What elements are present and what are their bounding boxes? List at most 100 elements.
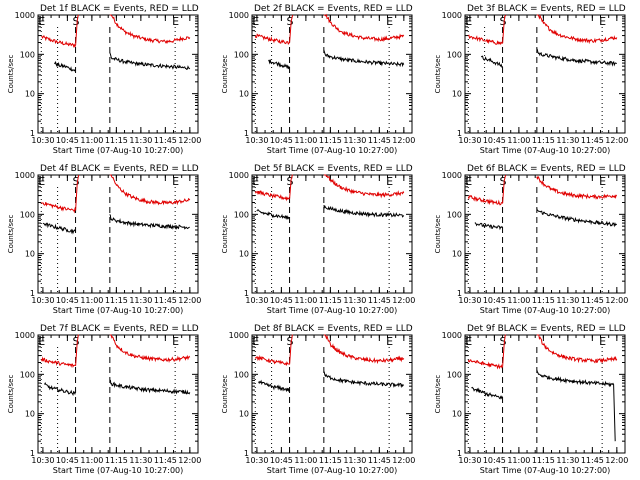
- chart-2-x-tick-label: 10:45: [270, 136, 293, 145]
- chart-6-y-axis-label: Counts/sec: [434, 215, 442, 254]
- chart-3-series-lld-segment-3: [536, 14, 618, 45]
- chart-4-series-events-segment-1: [42, 222, 77, 235]
- chart-4-series-lld-segment-1: [40, 201, 77, 214]
- chart-5-x-tick-label: 11:00: [294, 296, 317, 305]
- chart-6-x-tick-label: 11:30: [556, 296, 579, 305]
- chart-2-y-tick-label: 1000: [229, 11, 249, 20]
- chart-9-x-tick-label: 11:30: [556, 456, 579, 465]
- chart-8-series-lld-segment-2: [289, 334, 293, 365]
- chart-4-title: Det 4f BLACK = Events, RED = LLD: [40, 164, 199, 174]
- chart-7-y-tick-label: 100: [20, 370, 35, 379]
- chart-2-series-lld-segment-3: [323, 13, 405, 43]
- chart-5-y-tick-label: 10: [239, 250, 249, 259]
- chart-7-marker-label: E: [172, 335, 179, 348]
- chart-2-y-tick-label: 1: [244, 129, 249, 138]
- chart-1-series-lld-segment-2: [75, 14, 80, 46]
- chart-3-series-lld-segment-1: [467, 34, 503, 46]
- chart-6-x-tick-label: 10:30: [458, 296, 481, 305]
- chart-4-marker-label: E: [172, 175, 179, 188]
- chart-1-marker-label: S: [73, 15, 80, 28]
- chart-8-x-tick-label: 10:30: [245, 456, 268, 465]
- chart-9-series-lld-segment-1: [467, 359, 503, 370]
- chart-8-series-lld-segment-1: [254, 354, 290, 366]
- chart-8-series-lld-segment-3: [323, 334, 405, 365]
- chart-8-x-tick-label: 11:00: [294, 456, 317, 465]
- chart-9-y-axis-label: Counts/sec: [434, 375, 442, 414]
- chart-3-y-tick-label: 1: [457, 129, 462, 138]
- chart-5-x-tick-label: 10:45: [270, 296, 293, 305]
- chart-1-x-tick-label: 10:45: [56, 136, 79, 145]
- chart-1-y-tick-label: 1: [30, 129, 35, 138]
- chart-7-x-tick-label: 11:30: [129, 456, 152, 465]
- chart-4-y-tick-label: 1000: [15, 171, 35, 180]
- chart-5-series-lld-segment-3: [323, 174, 405, 199]
- chart-7-marker-label: E: [38, 335, 45, 348]
- chart-7-x-tick-label: 10:30: [31, 456, 54, 465]
- chart-1-marker-label: E: [38, 15, 45, 28]
- chart-4-marker-label: E: [38, 175, 45, 188]
- chart-6-series-lld-segment-2: [502, 174, 507, 204]
- chart-6-series-lld-segment-1: [467, 194, 503, 206]
- chart-9-x-tick-label: 11:15: [532, 456, 555, 465]
- chart-8-x-tick-label: 11:30: [343, 456, 366, 465]
- chart-3-marker-label: S: [500, 15, 507, 28]
- chart-1-x-tick-label: 12:00: [178, 136, 201, 145]
- chart-2-series-lld-segment-2: [289, 14, 294, 43]
- chart-4-x-tick-label: 10:30: [31, 296, 54, 305]
- chart-7-y-tick-label: 1: [30, 449, 35, 458]
- chart-7-series-lld-segment-1: [40, 356, 76, 368]
- chart-1-title: Det 1f BLACK = Events, RED = LLD: [40, 4, 199, 14]
- chart-1-x-tick-label: 11:15: [105, 136, 128, 145]
- chart-7-y-axis-label: Counts/sec: [7, 375, 15, 414]
- chart-4-y-tick-label: 100: [20, 210, 35, 219]
- chart-7-series-lld-segment-3: [109, 334, 191, 363]
- chart-4: Det 4f BLACK = Events, RED = LLD 1 10 100 10…: [7, 164, 201, 315]
- chart-5-y-tick-label: 100: [234, 210, 249, 219]
- chart-3-x-axis-label: Start Time (07-Aug-10 10:27:00): [480, 146, 611, 155]
- chart-8-marker-label: E: [252, 335, 259, 348]
- chart-4-series-lld-segment-3: [109, 174, 191, 206]
- chart-7-series-events-segment-1: [44, 381, 76, 397]
- chart-6-y-tick-label: 10: [452, 250, 462, 259]
- chart-4-y-axis-label: Counts/sec: [7, 215, 15, 254]
- chart-3-y-axis-label: Counts/sec: [434, 55, 442, 94]
- chart-5-x-tick-label: 10:30: [245, 296, 268, 305]
- chart-3-title: Det 3f BLACK = Events, RED = LLD: [467, 4, 626, 14]
- chart-9-x-tick-label: 11:00: [507, 456, 530, 465]
- chart-5-y-tick-label: 1000: [229, 171, 249, 180]
- chart-6-marker-label: E: [465, 175, 472, 188]
- chart-2-series-events-segment-2: [323, 49, 405, 68]
- chart-4-series-lld-segment-2: [75, 174, 80, 211]
- chart-6-y-tick-label: 1000: [442, 171, 462, 180]
- chart-1: Det 1f BLACK = Events, RED = LLD 1 10 100 10…: [7, 4, 201, 155]
- chart-1-y-axis-label: Counts/sec: [7, 55, 15, 94]
- chart-8-series-events-segment-2: [323, 371, 404, 389]
- chart-6-title: Det 6f BLACK = Events, RED = LLD: [467, 164, 626, 174]
- chart-5-series-events-segment-1: [256, 209, 290, 220]
- chart-5-marker-label: S: [287, 175, 294, 188]
- chart-5-y-axis-label: Counts/sec: [221, 215, 229, 254]
- chart-1-x-tick-label: 11:00: [80, 136, 103, 145]
- chart-4-series-events-segment-2: [109, 214, 190, 230]
- chart-5-x-tick-label: 11:30: [343, 296, 366, 305]
- chart-7-x-axis-label: Start Time (07-Aug-10 10:27:00): [53, 466, 184, 475]
- chart-1-series-events-segment-2: [109, 52, 191, 71]
- chart-9-marker-label: E: [465, 335, 472, 348]
- chart-3-y-tick-label: 10: [452, 90, 462, 99]
- chart-9-x-tick-label: 12:00: [605, 456, 628, 465]
- chart-9-title: Det 9f BLACK = Events, RED = LLD: [467, 324, 626, 334]
- chart-9-series-events-segment-1: [471, 386, 504, 400]
- chart-7-series-lld-segment-2: [75, 334, 79, 366]
- chart-1-y-tick-label: 100: [20, 50, 35, 59]
- chart-9-x-axis-label: Start Time (07-Aug-10 10:27:00): [480, 466, 611, 475]
- chart-4-y-tick-label: 10: [25, 250, 35, 259]
- chart-4-x-tick-label: 11:15: [105, 296, 128, 305]
- chart-3-series-events-segment-1: [480, 55, 503, 68]
- chart-9-y-tick-label: 10: [452, 410, 462, 419]
- chart-1-y-tick-label: 1000: [15, 11, 35, 20]
- chart-8-y-tick-label: 1000: [229, 331, 249, 340]
- chart-9-plot-frame: [464, 334, 626, 454]
- chart-3-y-tick-label: 1000: [442, 11, 462, 20]
- chart-9-series-lld-segment-3: [536, 334, 618, 364]
